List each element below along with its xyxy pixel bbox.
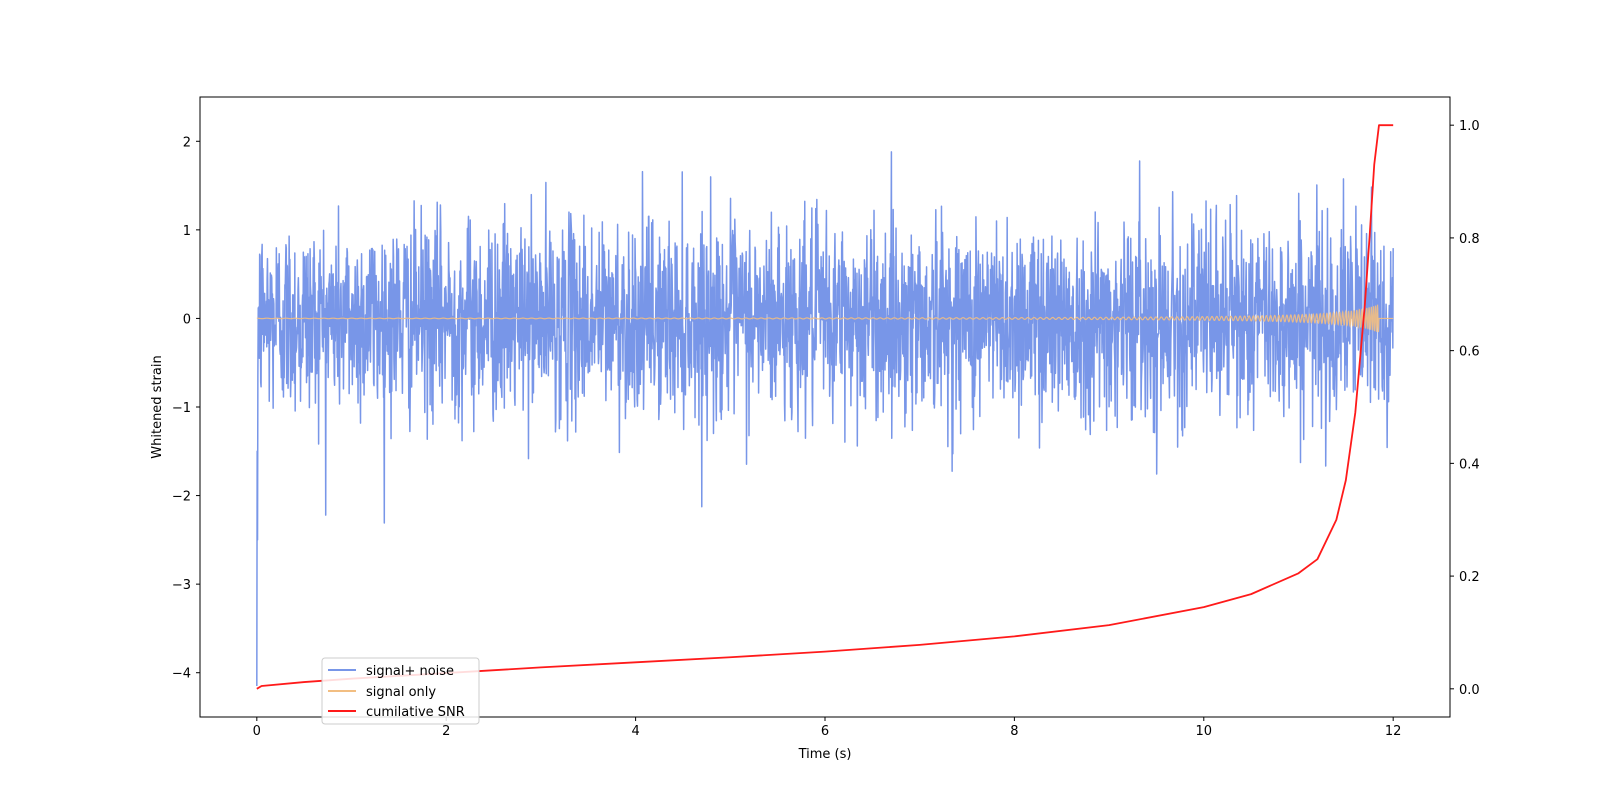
y2-tick-label: 0.6 xyxy=(1459,345,1480,360)
legend-label-cumulative-snr: cumilative SNR xyxy=(366,705,465,720)
legend-entry-signal-noise: signal+ noise xyxy=(328,664,454,679)
y2-tick-label: 0.8 xyxy=(1459,232,1480,247)
y2-tick-label: 0.2 xyxy=(1459,570,1480,585)
x-tick-label: 10 xyxy=(1196,724,1213,739)
y-tick-label: −4 xyxy=(172,667,191,682)
legend-entry-cumulative-snr: cumilative SNR xyxy=(328,705,465,720)
x-tick-label: 4 xyxy=(631,724,639,739)
y-axis-label: Whitened strain xyxy=(150,355,165,458)
y-tick-label: −2 xyxy=(172,490,191,505)
y-tick-label: −3 xyxy=(172,578,191,593)
y-tick-label: 1 xyxy=(183,224,191,239)
y-tick-label: 0 xyxy=(183,312,191,327)
y2-tick-label: 0.0 xyxy=(1459,683,1480,698)
x-axis-label: Time (s) xyxy=(798,747,852,762)
series-line-signal-noise xyxy=(256,151,1394,687)
y-tick-label: 2 xyxy=(183,135,191,150)
legend-label-signal-noise: signal+ noise xyxy=(366,664,454,679)
y2-tick-label: 0.4 xyxy=(1459,457,1480,472)
legend-entry-signal-only: signal only xyxy=(328,685,436,700)
x-tick-label: 12 xyxy=(1385,724,1402,739)
legend-label-signal-only: signal only xyxy=(366,685,436,700)
series-line-signal-only xyxy=(256,304,1394,333)
x-tick-label: 6 xyxy=(821,724,829,739)
y-tick-label: −1 xyxy=(172,401,191,416)
legend: signal+ noise signal only cumilative SNR xyxy=(321,657,480,725)
x-tick-label: 2 xyxy=(442,724,450,739)
legend-box xyxy=(321,657,480,725)
x-tick-label: 8 xyxy=(1010,724,1018,739)
y2-tick-label: 1.0 xyxy=(1459,119,1480,134)
x-tick-label: 0 xyxy=(253,724,261,739)
